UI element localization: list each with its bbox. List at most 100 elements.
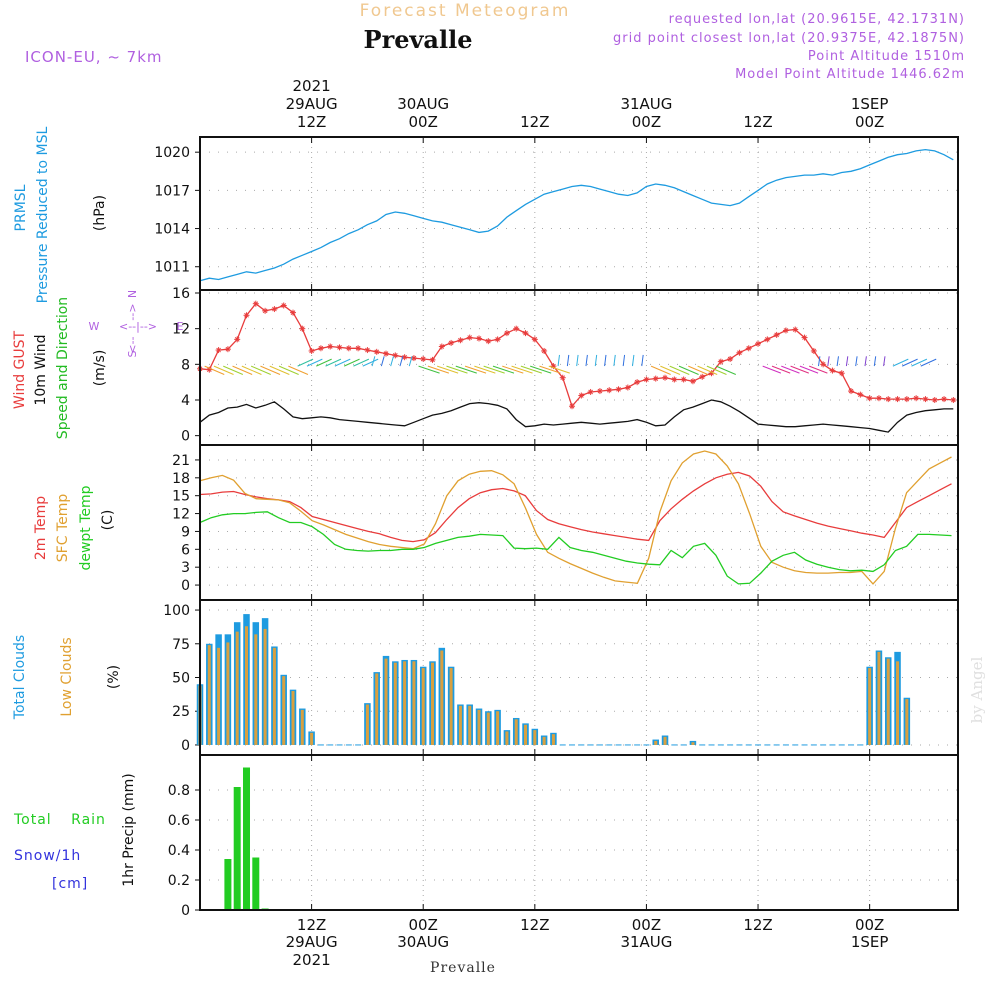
wind-arrow [836,356,839,367]
y-tick-label: 1017 [154,183,190,199]
y-tick-label: 50 [172,671,190,687]
low-cloud-bar [905,699,909,745]
gust-marker [615,386,622,393]
top-axis-label: 12Z [743,113,772,131]
gust-marker-d2 [839,370,845,376]
low-cloud-bar [217,647,221,745]
gust-marker [913,395,920,402]
wind-arrow [864,356,867,367]
wind-arrow [325,358,342,367]
gust-marker [234,336,241,343]
wind-arrow [827,356,830,367]
gust-marker [420,355,427,362]
low-cloud-bar [477,709,481,745]
wind-arrow [688,365,709,375]
gust-marker-d2 [541,348,547,354]
gust-marker-d2 [485,338,491,344]
wind-arrow [613,354,616,367]
gust-marker-d2 [885,396,891,402]
low-cloud-bar [310,732,314,745]
low-cloud-bar [421,668,425,745]
gust-marker-d2 [830,368,835,373]
wind-arrow [855,356,858,367]
rain-bar [243,767,251,910]
gust-label: Wind GUST [12,330,28,409]
wind-arrow [706,365,727,375]
low-cloud-bar [691,742,695,745]
panel-frame [199,754,959,911]
wind-arrow [520,365,543,374]
wind-arrow [809,365,828,374]
gust-marker [857,391,864,398]
gust-marker-d2 [895,396,900,402]
gust-marker-d2 [867,395,872,401]
bottom-axis-label: 00Z [409,916,438,934]
gust-marker-d2 [737,350,742,356]
y-tick-label: 0.6 [168,813,190,829]
gust-marker [243,312,250,319]
gust-marker [727,355,734,362]
gust-marker [810,347,817,354]
wind-arrow [697,365,718,375]
wind-arrow [762,365,782,374]
gust-marker-d2 [476,336,482,341]
gust-marker-d2 [941,396,947,402]
compass-center: <--|--> [119,320,157,333]
gust-marker-d2 [309,348,314,354]
rain-bar [224,859,232,910]
wind-arrow [278,365,299,375]
wind-arrow [343,358,360,367]
snow-label: Snow/1h [14,848,81,864]
low-cloud-bar [384,658,388,745]
point-altitude: Point Altitude 1510m [808,49,965,64]
panel-frame [199,444,959,601]
location-title: Prevalle [364,25,473,54]
wind-arrow [622,354,626,367]
wind-arrow [548,365,570,374]
gust-marker [392,352,399,359]
gust-marker [922,396,929,403]
rain-label: Total Rain [13,812,106,828]
wind-arrow [334,358,351,367]
wind-arrow [892,358,909,367]
gust-marker [457,337,464,344]
low-cloud-bar [226,642,230,745]
gust-marker [596,388,603,395]
wind-arrow [390,356,394,367]
low-cloud-bar [868,668,872,745]
gust-marker [327,343,334,350]
gust-marker-d2 [560,375,566,381]
wind-arrow [316,358,332,367]
wind-arrow [771,365,791,374]
gust-marker-d2 [625,385,631,390]
gust-marker-d2 [523,330,528,336]
gust-marker [652,375,659,382]
low-cloud-bar [654,740,658,745]
gust-marker [885,396,892,403]
wind-arrow [353,358,370,367]
wind-arrow [660,365,681,375]
gust-marker [438,343,445,350]
wind-arrow [250,365,271,375]
wind-arrow [790,365,809,374]
y-tick-label: 6 [181,542,190,558]
series-line [199,302,954,408]
panel-clouds: 0 25 50 75 100 [163,599,959,756]
low-cloud-bar [458,705,462,745]
wind-arrow [604,354,607,367]
gust-marker-d2 [458,337,463,343]
gust-marker-d2 [532,337,538,342]
gust-marker-d2 [234,337,240,342]
gust-marker-d2 [950,397,956,403]
low-cloud-bar [245,626,249,745]
gust-marker-d2 [290,310,296,315]
wind-arrow [781,365,800,374]
low-cloud-bar [505,731,509,745]
wind-arrow [455,365,477,374]
gust-marker [215,347,222,354]
wind-arrow [371,356,376,367]
y-tick-label: 0 [181,578,190,594]
wind-arrow [297,358,314,367]
wind-arrow [446,365,468,374]
wind-arrow [873,356,877,367]
